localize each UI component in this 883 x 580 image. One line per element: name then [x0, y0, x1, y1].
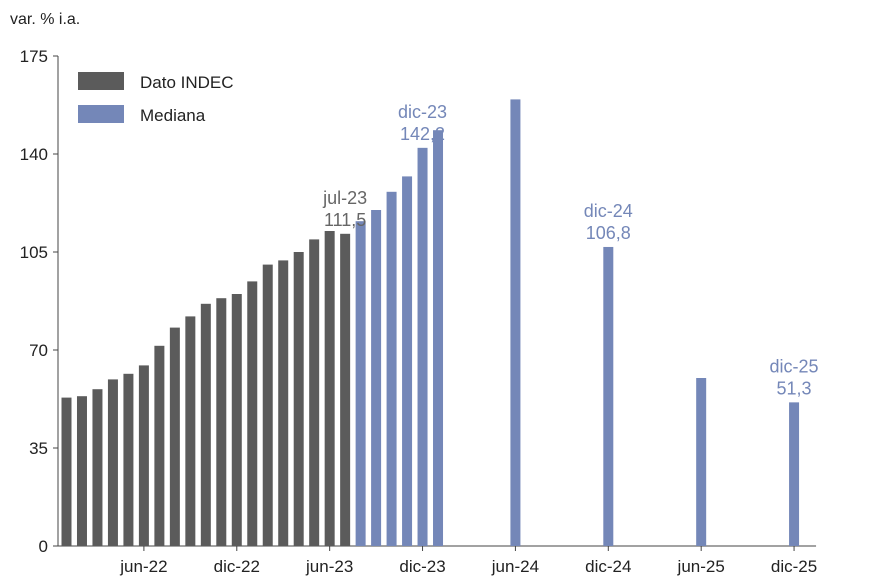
bar-dic-24: [603, 246, 614, 546]
annotation-value: 142,2: [400, 124, 445, 144]
bar-ago-22: [169, 327, 180, 546]
bar-feb-23: [262, 264, 273, 546]
bar-jul-23: [340, 233, 351, 547]
annotation-value: 111,5: [324, 210, 366, 230]
bar-ene-24: [433, 130, 444, 546]
y-axis: 0 35 70 105 140 175: [20, 47, 59, 556]
bar-jul-22: [154, 345, 165, 546]
bar-jun-23: [324, 231, 335, 546]
y-tick-label: 175: [20, 47, 48, 66]
x-tick-label: jun-23: [305, 557, 353, 576]
bar-sep-23: [371, 210, 382, 546]
legend-label-mediana: Mediana: [140, 106, 206, 125]
bar-jun-25: [696, 378, 707, 546]
legend-label-indec: Dato INDEC: [140, 73, 234, 92]
bar-may-23: [309, 239, 320, 546]
bar-oct-23: [386, 191, 397, 547]
x-tick-label: jun-25: [677, 557, 725, 576]
annotation-date: dic-24: [584, 201, 633, 221]
bars-group: [61, 99, 800, 547]
bar-mar-22: [92, 389, 103, 546]
bar-nov-22: [216, 298, 227, 546]
y-tick-label: 105: [20, 243, 48, 262]
x-tick-label: jun-24: [491, 557, 539, 576]
y-tick-label: 35: [29, 439, 48, 458]
bar-dic-25: [789, 402, 800, 546]
x-tick-label: dic-25: [771, 557, 817, 576]
annotation-value: 106,8: [586, 223, 631, 243]
bar-ene-22: [61, 397, 72, 546]
legend: Dato INDEC Mediana: [78, 72, 234, 125]
legend-swatch-mediana: [78, 105, 124, 123]
bar-oct-22: [200, 303, 211, 546]
y-axis-unit-label: var. % i.a.: [10, 11, 80, 28]
x-axis: jun-22 dic-22 jun-23 dic-23 jun-24 dic-24 jun-…: [58, 545, 817, 576]
bar-jun-24: [510, 99, 521, 547]
annotation-date: dic-23: [398, 102, 447, 122]
bar-ene-23: [247, 281, 258, 546]
x-tick-label: jun-22: [119, 557, 167, 576]
legend-swatch-indec: [78, 72, 124, 90]
x-tick-label: dic-23: [399, 557, 445, 576]
bar-jun-22: [138, 365, 149, 546]
bar-nov-23: [402, 176, 413, 546]
bar-abr-22: [107, 379, 118, 546]
bar-dic-22: [231, 294, 242, 546]
x-tick-label: dic-22: [214, 557, 260, 576]
bar-sep-22: [185, 316, 196, 546]
annotation-date: jul-23: [322, 188, 367, 208]
bar-feb-22: [76, 396, 87, 546]
bar-dic-23: [417, 147, 428, 546]
x-tick-label: dic-24: [585, 557, 631, 576]
y-tick-label: 70: [29, 341, 48, 360]
bar-may-22: [123, 373, 134, 546]
bar-abr-23: [293, 252, 304, 546]
bar-mar-23: [278, 260, 289, 546]
bar-ago-23: [355, 221, 366, 546]
y-tick-label: 140: [20, 145, 48, 164]
y-tick-label: 0: [39, 537, 48, 556]
annotation-date: dic-25: [770, 356, 819, 376]
annotation-value: 51,3: [777, 378, 812, 398]
